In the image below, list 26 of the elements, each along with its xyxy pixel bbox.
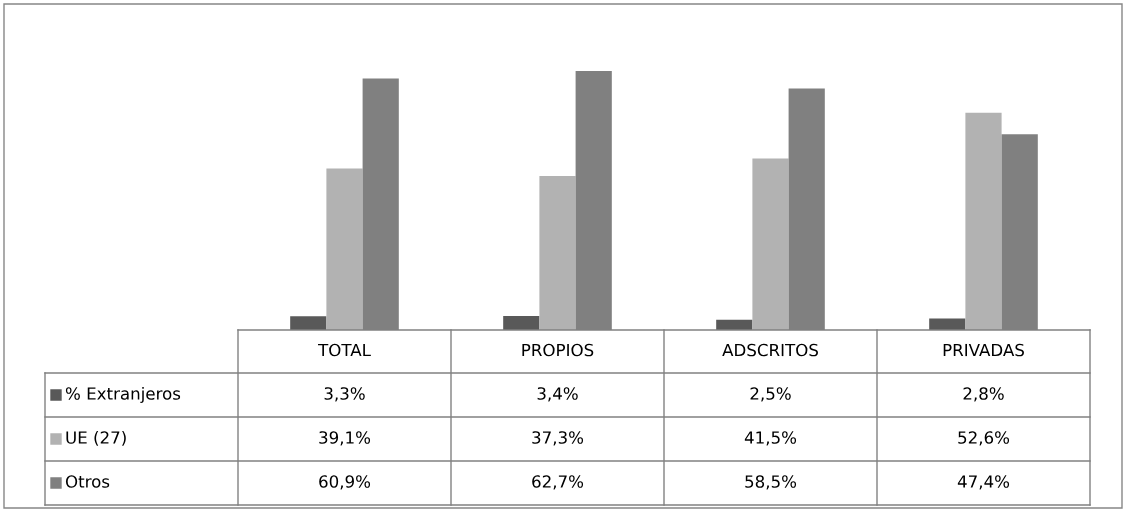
data-label: 41,5% (744, 431, 797, 446)
data-label: 37,3% (532, 431, 584, 446)
legend-label: Otros (65, 475, 110, 488)
bar (752, 158, 789, 330)
data-label: 47,4% (957, 475, 1010, 490)
data-label: 3,4% (537, 387, 578, 402)
x-tick-label: PRIVADAS (943, 343, 1024, 357)
bar (965, 112, 1002, 330)
data-label: 60,9% (319, 475, 371, 490)
data-label: 2,5% (750, 387, 791, 402)
data-label: 52,6% (958, 431, 1010, 446)
bar (326, 168, 363, 330)
data-label: 39,1% (319, 431, 371, 446)
data-label: 3,3% (324, 387, 365, 402)
x-tick-label: PROPIOS (522, 343, 594, 357)
legend-label: UE (27) (66, 430, 126, 446)
data-label: 62,7% (532, 475, 584, 490)
bar (929, 318, 966, 330)
data-label: 2,8% (963, 387, 1004, 402)
bar (503, 315, 540, 330)
bar (290, 316, 327, 330)
x-tick-label: ADSCRITOS (722, 343, 818, 357)
legend-label: % Extranjeros (65, 386, 181, 404)
data-label: 58,5% (745, 475, 797, 490)
bar (539, 175, 576, 330)
x-tick-label: TOTAL (318, 343, 371, 357)
